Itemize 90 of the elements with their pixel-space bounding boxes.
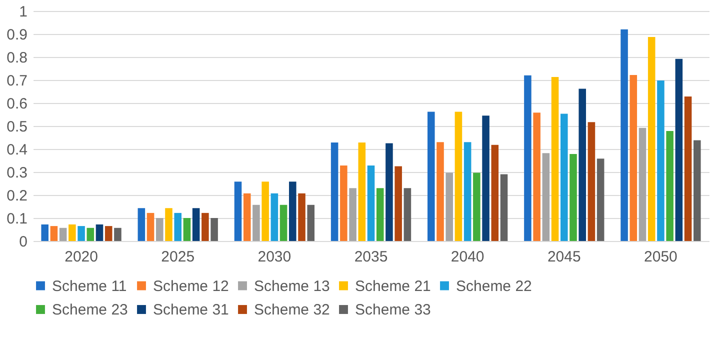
bar: [78, 226, 85, 241]
y-tick-label: 0.5: [6, 118, 28, 136]
legend-label: Scheme 31: [153, 302, 229, 318]
bar: [596, 158, 604, 241]
bar: [340, 166, 348, 241]
y-tick-label: 0.2: [6, 188, 28, 204]
y-tick-label: 0: [19, 234, 28, 250]
bar: [473, 172, 480, 241]
legend-label: Scheme 33: [355, 302, 431, 318]
x-tick-label: 2035: [354, 248, 388, 266]
bar: [464, 142, 472, 241]
y-tick-label: 1: [19, 4, 28, 20]
legend-label: Scheme 11: [52, 278, 127, 295]
bar: [192, 208, 200, 241]
bar: [174, 212, 182, 241]
bar: [588, 122, 596, 241]
y-tick-label: 0.3: [6, 164, 28, 182]
bar: [202, 212, 209, 241]
legend-label: Scheme 32: [254, 302, 330, 318]
bar: [289, 182, 296, 241]
bar: [648, 36, 656, 241]
legend-label: Scheme 12: [153, 278, 229, 295]
x-tick-label: 2040: [450, 248, 484, 266]
y-tick-label: 0.6: [6, 96, 28, 112]
bar: [427, 112, 435, 241]
bar: [59, 228, 67, 241]
bar: [41, 224, 48, 241]
bar: [446, 172, 453, 241]
bar: [114, 228, 122, 241]
bar: [500, 174, 508, 241]
bar: [210, 218, 218, 241]
bar: [330, 142, 338, 241]
bar: [578, 88, 586, 241]
bar: [183, 218, 191, 241]
bar: [666, 131, 674, 241]
bar: [298, 193, 306, 241]
bar: [436, 142, 444, 241]
bar: [367, 166, 375, 241]
y-tick-label: 0.9: [6, 26, 28, 44]
bar: [156, 218, 164, 241]
bar: [570, 154, 577, 241]
bar: [243, 193, 251, 241]
bar: [542, 153, 550, 241]
bar: [620, 29, 628, 241]
bar: [50, 226, 58, 241]
bar: [551, 77, 559, 241]
bar: [675, 58, 683, 241]
bar: [404, 188, 412, 241]
bar: [684, 96, 692, 241]
x-tick-label: 2045: [547, 248, 581, 266]
bar: [234, 182, 242, 241]
bar: [386, 143, 393, 241]
bar: [104, 226, 112, 241]
bar: [482, 116, 490, 241]
bar: [376, 188, 384, 241]
legend-label: Scheme 23: [52, 302, 128, 318]
bar: [262, 182, 269, 241]
y-tick-label: 0.4: [6, 142, 28, 158]
bar: [270, 193, 278, 241]
legend-label: Scheme 13: [254, 278, 330, 295]
legend-label: Scheme 22: [456, 278, 532, 295]
bar: [524, 75, 532, 241]
bar: [533, 112, 540, 241]
bar: [138, 208, 146, 241]
bar: [280, 204, 288, 241]
bar: [638, 128, 646, 241]
bar: [491, 144, 499, 241]
bar: [630, 74, 638, 241]
bar: [560, 114, 568, 241]
bar: [358, 142, 366, 241]
x-tick-label: 2030: [258, 248, 292, 266]
bar: [146, 212, 154, 241]
y-tick-label: 0.1: [6, 210, 28, 228]
bar: [96, 224, 104, 241]
bar: [68, 224, 76, 241]
bar: [454, 112, 462, 241]
bar: [349, 188, 356, 241]
bar: [86, 228, 94, 241]
bar: [252, 204, 260, 241]
legend-label: Scheme 21: [355, 278, 431, 295]
bar: [307, 204, 315, 241]
bar: [165, 208, 172, 241]
bar: [694, 140, 701, 241]
y-tick-label: 0.7: [6, 72, 28, 90]
bar: [394, 166, 402, 241]
y-tick-label: 0.8: [6, 50, 28, 66]
bar: [657, 80, 664, 241]
x-tick-label: 2020: [64, 248, 98, 266]
x-tick-label: 2050: [644, 248, 678, 266]
x-tick-label: 2025: [161, 248, 195, 266]
